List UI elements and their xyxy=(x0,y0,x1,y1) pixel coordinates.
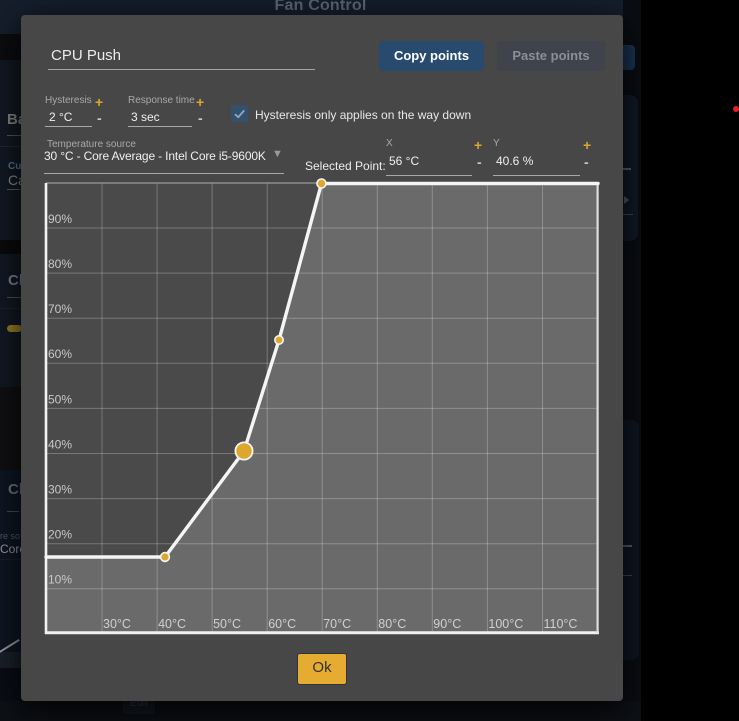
svg-text:40%: 40% xyxy=(48,437,72,451)
svg-text:50%: 50% xyxy=(48,392,72,406)
svg-text:50°C: 50°C xyxy=(213,617,241,631)
svg-text:70°C: 70°C xyxy=(323,617,351,631)
svg-text:10%: 10% xyxy=(48,573,72,587)
svg-text:30°C: 30°C xyxy=(103,617,131,631)
svg-text:40°C: 40°C xyxy=(158,617,186,631)
svg-text:80°C: 80°C xyxy=(378,617,406,631)
svg-text:110°C: 110°C xyxy=(544,617,578,631)
svg-text:90%: 90% xyxy=(48,212,72,226)
svg-text:60°C: 60°C xyxy=(268,617,296,631)
svg-text:80%: 80% xyxy=(48,257,72,271)
svg-text:20%: 20% xyxy=(48,528,72,542)
svg-text:30%: 30% xyxy=(48,483,72,497)
svg-text:60%: 60% xyxy=(48,347,72,361)
svg-text:90°C: 90°C xyxy=(433,617,461,631)
svg-text:100°C: 100°C xyxy=(488,617,523,631)
svg-text:70%: 70% xyxy=(48,302,72,316)
